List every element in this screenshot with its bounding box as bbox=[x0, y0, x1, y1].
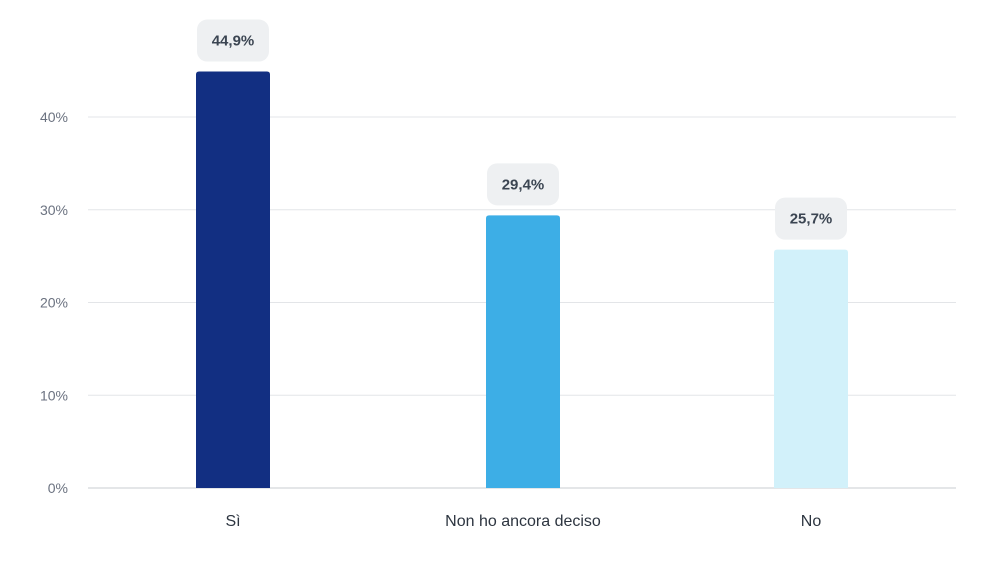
value-label-badge bbox=[197, 19, 269, 62]
bar bbox=[196, 71, 270, 489]
category-label: Non ho ancora deciso bbox=[445, 513, 601, 530]
value-label: 25,7% bbox=[790, 211, 833, 228]
y-tick-label: 20% bbox=[40, 295, 68, 311]
bar bbox=[486, 215, 560, 488]
bar bbox=[774, 249, 848, 488]
category-label: No bbox=[801, 513, 822, 530]
value-label: 29,4% bbox=[502, 176, 545, 193]
value-label-badge bbox=[775, 197, 847, 240]
x-axis-category-labels: Sì Non ho ancora deciso No bbox=[225, 513, 821, 530]
value-label: 44,9% bbox=[212, 33, 255, 50]
bars bbox=[196, 71, 848, 489]
y-tick-label: 10% bbox=[40, 387, 68, 403]
y-tick-label: 30% bbox=[40, 202, 68, 218]
y-axis-tick-labels: 0% 10% 20% 30% 40% bbox=[40, 109, 68, 496]
y-tick-label: 0% bbox=[48, 480, 68, 496]
y-tick-label: 40% bbox=[40, 109, 68, 125]
value-label-badge bbox=[487, 163, 559, 206]
value-labels: 44,9% 29,4% 25,7% bbox=[197, 19, 847, 240]
category-label: Sì bbox=[225, 513, 240, 530]
